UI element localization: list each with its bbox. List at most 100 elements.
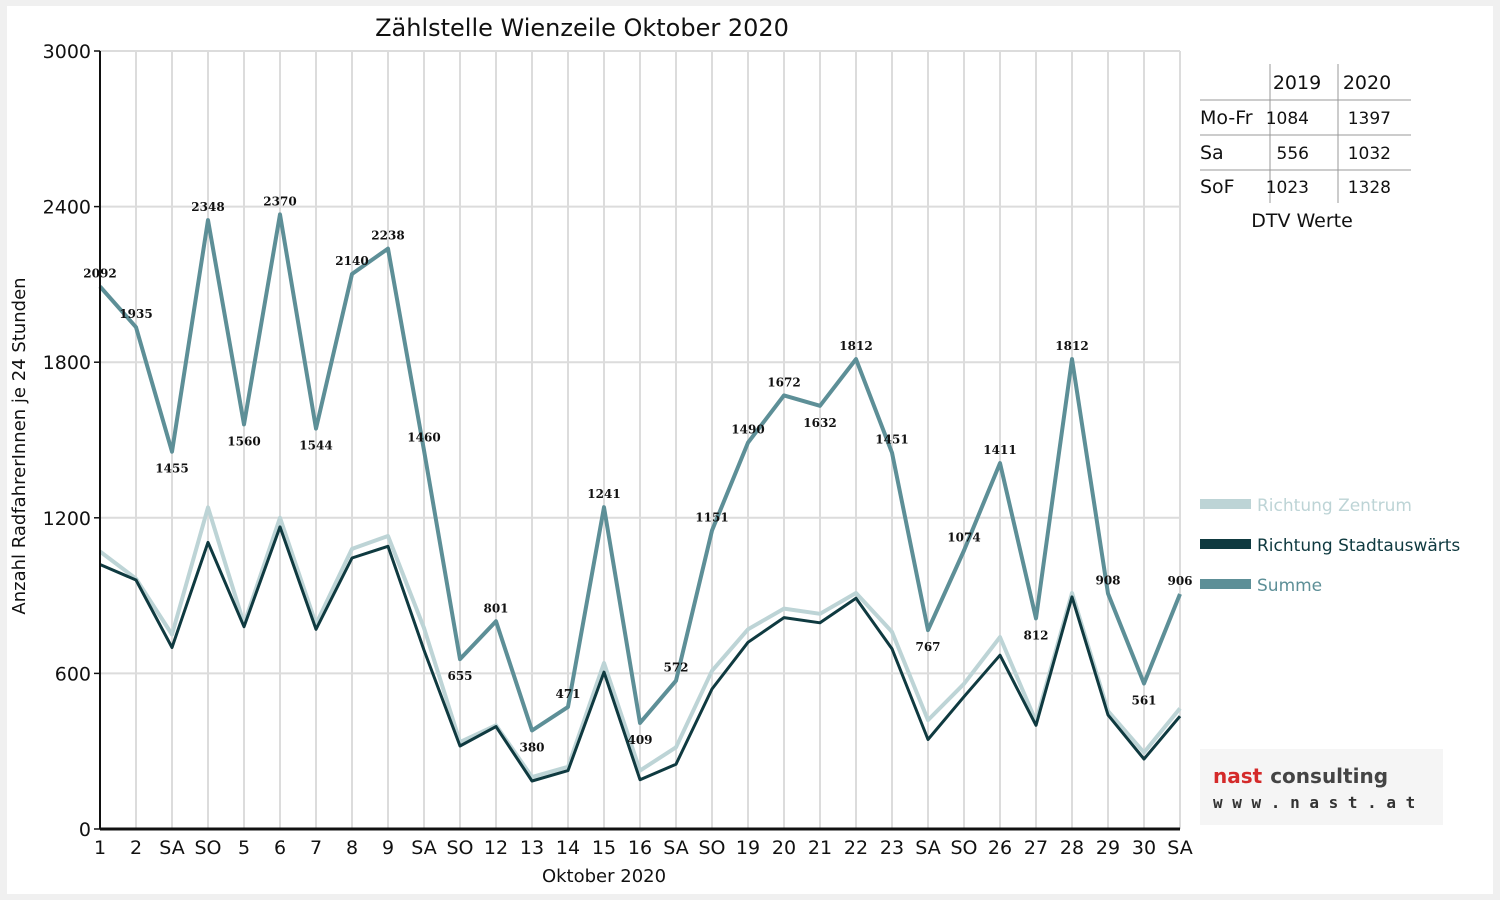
data-label: 767 — [915, 640, 940, 654]
x-tick-label: 28 — [1060, 837, 1084, 859]
data-label: 2092 — [83, 266, 116, 280]
data-label: 380 — [519, 740, 544, 754]
x-tick-label: 16 — [628, 837, 652, 859]
x-tick-label: 22 — [844, 837, 868, 859]
data-label: 1935 — [119, 307, 152, 321]
x-tick-label: 15 — [592, 837, 616, 859]
x-tick-label: 6 — [274, 837, 286, 859]
data-label: 1241 — [587, 487, 620, 501]
data-label: 1460 — [407, 430, 440, 444]
x-tick-label: 26 — [988, 837, 1012, 859]
data-label: 1812 — [839, 339, 872, 353]
table-cell-2019: 1084 — [1266, 109, 1309, 129]
legend-swatch-zentrum — [1200, 499, 1251, 509]
data-label: 1544 — [299, 439, 332, 453]
y-tick-label: 1800 — [43, 352, 91, 374]
x-tick-label: SA — [1167, 837, 1192, 859]
data-label: 572 — [663, 661, 688, 675]
dtv-table: 2019 2020 Mo-Fr 1084 1397 Sa 556 1032 So… — [1200, 64, 1411, 232]
data-label: 1411 — [983, 443, 1016, 457]
x-tick-label: 9 — [382, 837, 394, 859]
x-tick-label: 5 — [238, 837, 250, 859]
x-tick-label: SA — [159, 837, 184, 859]
y-tick-label: 1200 — [43, 508, 91, 530]
x-tick-label: 13 — [520, 837, 544, 859]
legend-swatch-summe — [1200, 579, 1251, 589]
x-tick-label: SA — [411, 837, 436, 859]
data-label: 1451 — [875, 433, 908, 447]
legend-label-summe: Summe — [1257, 576, 1322, 596]
logo-word-nast: nast — [1213, 764, 1263, 788]
table-cell-2019: 1023 — [1266, 178, 1309, 198]
series-line — [98, 505, 1182, 780]
y-tick-labels: 0 600 1200 1800 2400 3000 — [43, 41, 100, 841]
logo-background — [1200, 749, 1443, 825]
series-line — [98, 212, 1182, 733]
x-tick-label: 20 — [772, 837, 796, 859]
chart-title: Zählstelle Wienzeile Oktober 2020 — [375, 14, 789, 42]
x-tick-label: SA — [663, 837, 688, 859]
table-row-label: Mo-Fr — [1200, 107, 1253, 129]
y-tick-label: 3000 — [43, 41, 91, 63]
logo-wordmark: nast consulting — [1213, 764, 1388, 788]
x-tick-label: SO — [446, 837, 473, 859]
x-tick-label: 30 — [1132, 837, 1156, 859]
x-tick-label: SO — [698, 837, 725, 859]
data-label: 1812 — [1055, 339, 1088, 353]
y-tick-label: 2400 — [43, 197, 91, 219]
x-tick-label: SO — [950, 837, 977, 859]
table-cell-2020: 1397 — [1348, 109, 1391, 129]
table-cell-2019: 556 — [1277, 144, 1309, 164]
chart-panel: Zählstelle Wienzeile Oktober 2020 Anzahl… — [7, 6, 1493, 894]
table-caption: DTV Werte — [1251, 210, 1353, 232]
nast-consulting-logo: nast consulting w w w . n a s t . a t — [1200, 749, 1443, 825]
data-label: 2348 — [191, 200, 224, 214]
data-label: 2238 — [371, 229, 404, 243]
grid-lines — [100, 50, 1181, 829]
table-row-label: SoF — [1200, 176, 1235, 198]
table-row-label: Sa — [1200, 142, 1224, 164]
table-cell-2020: 1328 — [1348, 178, 1391, 198]
x-tick-label: 27 — [1024, 837, 1048, 859]
axes — [99, 51, 1180, 831]
data-label: 1560 — [227, 434, 260, 448]
legend: Richtung Zentrum Richtung Stadtauswärts … — [1200, 496, 1460, 596]
data-label: 1151 — [695, 511, 728, 525]
x-tick-label: 23 — [880, 837, 904, 859]
data-label: 1672 — [767, 375, 800, 389]
data-label: 471 — [555, 687, 580, 701]
table-header-2020: 2020 — [1343, 72, 1391, 94]
x-tick-label: 14 — [556, 837, 580, 859]
x-tick-label: 29 — [1096, 837, 1120, 859]
x-tick-label: 21 — [808, 837, 832, 859]
data-label: 801 — [483, 601, 508, 615]
x-tick-label: SA — [915, 837, 940, 859]
data-label: 2140 — [335, 254, 368, 268]
data-label: 812 — [1023, 628, 1048, 642]
y-axis-label: Anzahl RadfahrerInnen je 24 Stunden — [9, 277, 30, 614]
data-label: 655 — [447, 669, 472, 683]
x-tick-label: 12 — [484, 837, 508, 859]
data-label: 908 — [1095, 574, 1120, 588]
x-tick-label: 19 — [736, 837, 760, 859]
series-line — [99, 525, 1182, 783]
data-label: 906 — [1167, 574, 1192, 588]
chart-background — [7, 6, 1493, 894]
x-tick-labels: 1 2 SA SO 5 6 7 8 9 SA SO 12 13 14 15 16 SA SO 19 20 21 22 23 S… — [94, 837, 1193, 859]
legend-label-stadtauswaerts: Richtung Stadtauswärts — [1257, 536, 1460, 556]
y-tick-label: 600 — [55, 663, 91, 685]
data-label: 1455 — [155, 462, 188, 476]
data-label: 2370 — [263, 194, 296, 208]
table-header-2019: 2019 — [1273, 72, 1321, 94]
x-tick-label: 8 — [346, 837, 358, 859]
x-axis-label: Oktober 2020 — [542, 866, 666, 887]
data-label: 1632 — [803, 416, 836, 430]
y-tick-label: 0 — [79, 819, 91, 841]
data-label: 1490 — [731, 423, 764, 437]
series-lines — [98, 212, 1182, 783]
chart-canvas: Zählstelle Wienzeile Oktober 2020 Anzahl… — [7, 6, 1493, 894]
x-tick-label: 2 — [130, 837, 142, 859]
logo-url: w w w . n a s t . a t — [1213, 793, 1415, 812]
data-label: 1074 — [947, 530, 980, 544]
